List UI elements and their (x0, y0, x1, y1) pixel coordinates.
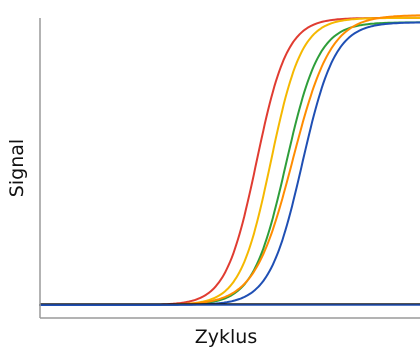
chart-curves (39, 14, 420, 306)
x-axis-label: Zyklus (195, 326, 257, 347)
y-axis-label: Signal (6, 139, 28, 197)
amplification-curve-1 (39, 16, 420, 306)
